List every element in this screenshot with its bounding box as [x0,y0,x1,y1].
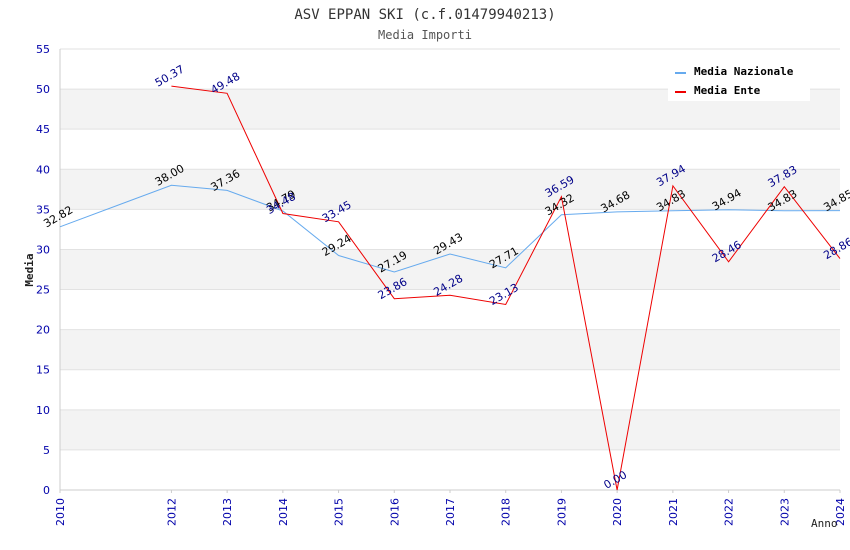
grid-lines [60,48,840,491]
y-tick-label: 0 [43,484,50,497]
grid-bands [60,89,840,450]
x-tick-label: 2017 [444,498,457,526]
y-tick-label: 50 [36,83,50,96]
y-tick-label: 25 [36,284,50,297]
series-line-media-ente [171,85,841,491]
grid-band [60,169,840,210]
x-tick-label: 2014 [277,498,290,526]
x-tick-label: 2012 [165,498,178,526]
y-tick-label: 15 [36,364,50,377]
y-tick-label: 20 [36,324,50,337]
x-tick-label: 2016 [388,498,401,526]
legend-label-national: Media Nazionale [694,65,794,78]
x-tick-label: 2020 [611,498,624,526]
x-tick-label: 2023 [778,498,791,526]
data-label-ente: 0.00 [602,468,630,492]
grid-band [60,409,840,450]
legend-label-ente: Media Ente [694,84,761,97]
y-tick-label: 30 [36,243,50,256]
x-tick-label: 2013 [221,498,234,526]
y-tick-label: 35 [36,203,50,216]
y-tick-label: 55 [36,43,50,56]
y-tick-label: 10 [36,404,50,417]
series-line-media-nazionale [59,184,841,273]
x-axis-title: Anno [811,517,838,530]
x-tick-label: 2021 [667,498,680,526]
y-axis-title: Media [23,253,36,286]
x-axis-ticks: 2010 2012 2013 2014 2015 2016 2017 2018 2019 2020… [54,490,847,526]
y-tick-label: 5 [43,444,50,457]
data-label-ente: 50.37 [153,63,187,90]
x-tick-label: 2015 [333,498,346,526]
x-tick-label: 2019 [555,498,568,526]
chart-title: ASV EPPAN SKI (c.f.01479940213) [294,7,555,23]
chart-subtitle: Media Importi [378,28,472,42]
grid-band [60,329,840,370]
legend-box [668,58,810,101]
x-tick-label: 2010 [54,498,67,526]
y-tick-label: 45 [36,123,50,136]
grid-band [60,249,840,290]
x-tick-label: 2022 [723,498,736,526]
y-tick-label: 40 [36,163,50,176]
x-tick-label: 2024 [834,498,847,526]
series-lines [59,85,841,491]
y-axis-ticks: 0 5 10 15 20 25 30 35 40 45 50 55 [36,43,50,497]
x-tick-label: 2018 [500,498,513,526]
legend: Media Nazionale Media Ente [668,58,810,101]
